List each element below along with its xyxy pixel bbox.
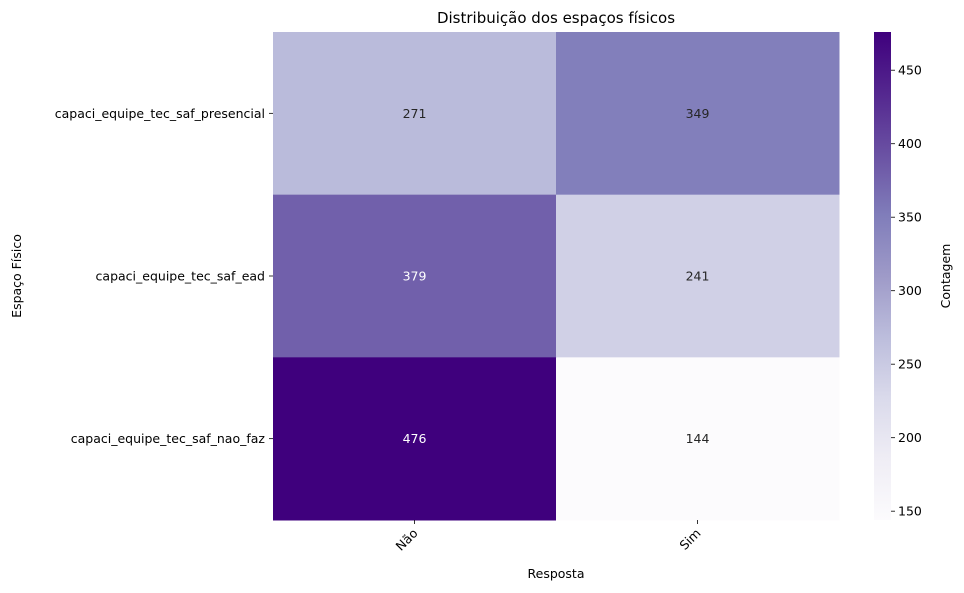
x-tick-label: Sim <box>676 526 703 553</box>
colorbar-ticks: 150 200 250 300 350 400 450 <box>891 63 922 519</box>
cell-value-label: 349 <box>686 106 710 121</box>
heatmap-cell <box>273 32 557 196</box>
heatmap-cell <box>556 32 840 196</box>
cell-value-label: 241 <box>686 269 710 284</box>
colorbar <box>874 32 891 520</box>
chart-title: Distribuição dos espaços físicos <box>437 9 675 27</box>
cell-value-label: 144 <box>686 431 710 446</box>
heatmap-cell <box>556 357 840 521</box>
y-axis-ticks: capaci_equipe_tec_saf_presencial capaci_e… <box>55 106 273 446</box>
colorbar-tick-label: 450 <box>898 63 922 78</box>
cell-value-label: 476 <box>403 431 427 446</box>
colorbar-tick-label: 400 <box>898 136 922 151</box>
y-axis-label: Espaço Físico <box>9 234 24 318</box>
x-tick-label: Não <box>393 526 421 554</box>
colorbar-label: Contagem <box>938 244 953 309</box>
cell-value-label: 379 <box>403 269 427 284</box>
colorbar-tick-label: 350 <box>898 210 922 225</box>
heatmap-cells: 271 349 379 241 476 144 <box>273 32 840 521</box>
heatmap-cell <box>273 357 557 521</box>
x-axis-label: Resposta <box>528 566 585 581</box>
heatmap-cell <box>273 194 557 358</box>
colorbar-tick-label: 200 <box>898 430 922 445</box>
colorbar-tick-label: 150 <box>898 504 922 519</box>
x-axis-ticks: Não Sim <box>393 520 704 554</box>
y-tick-label: capaci_equipe_tec_saf_ead <box>96 269 265 284</box>
cell-value-label: 271 <box>403 106 427 121</box>
colorbar-tick-label: 300 <box>898 283 922 298</box>
colorbar-tick-label: 250 <box>898 357 922 372</box>
y-tick-label: capaci_equipe_tec_saf_nao_faz <box>71 431 266 446</box>
heatmap-cell <box>556 194 840 358</box>
y-tick-label: capaci_equipe_tec_saf_presencial <box>55 106 265 121</box>
